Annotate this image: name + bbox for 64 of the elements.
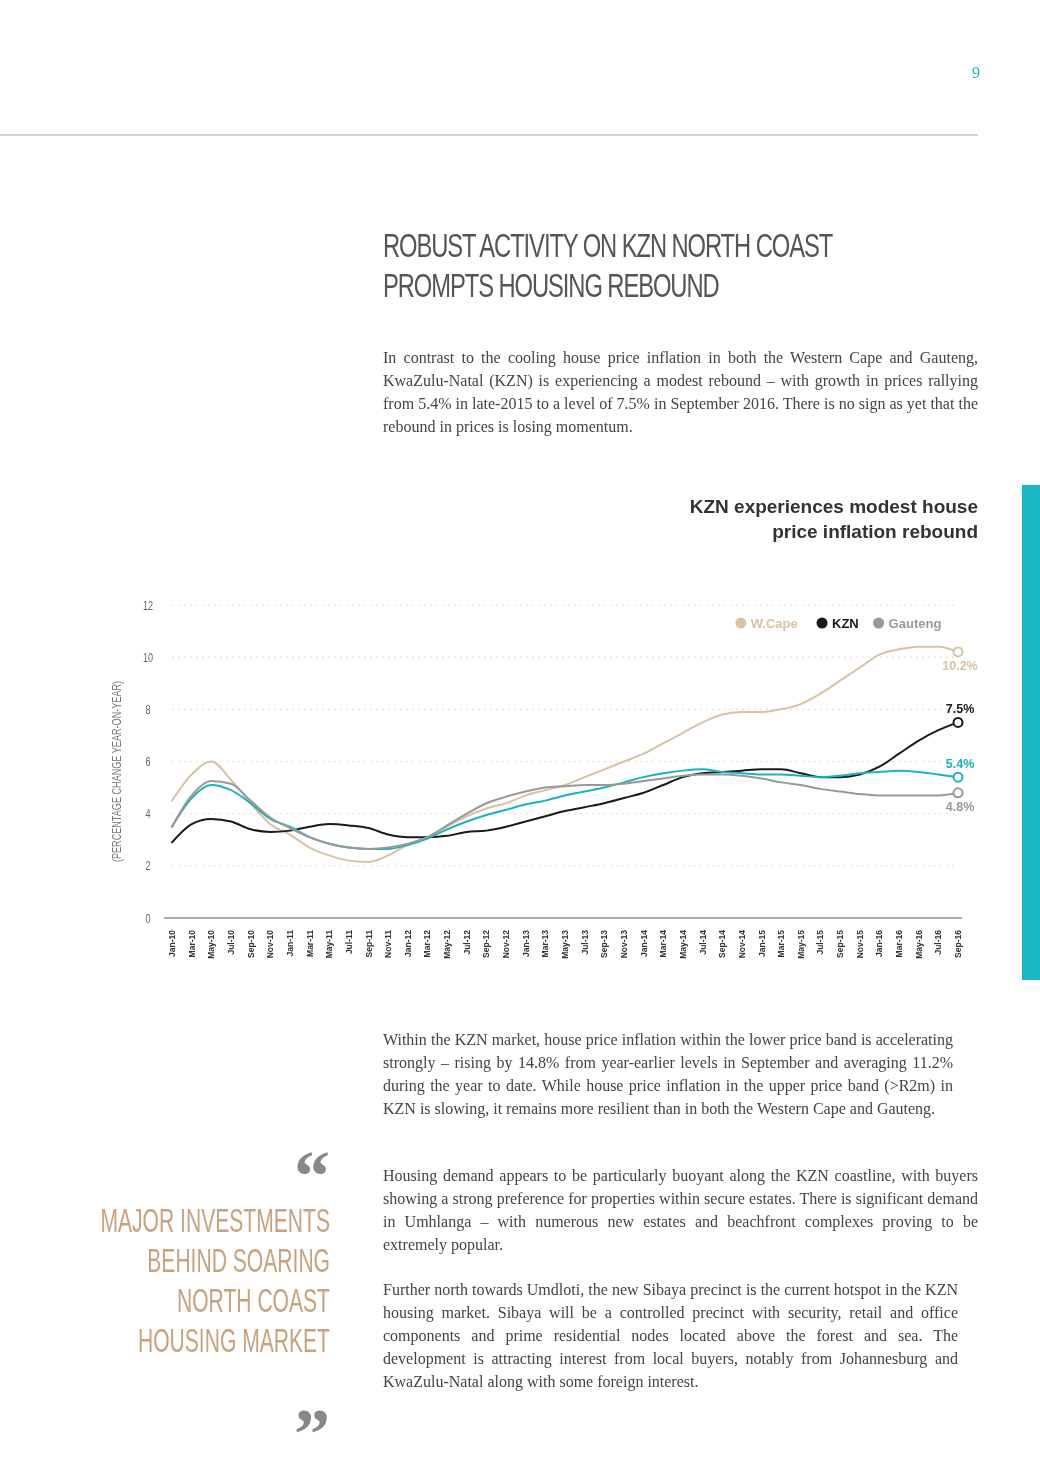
y-tick-label: 10 <box>142 650 154 665</box>
x-tick-label: Mar-10 <box>186 929 197 958</box>
y-tick-label: 12 <box>142 597 154 612</box>
x-tick-label: Jul-11 <box>343 929 354 955</box>
x-tick-label: Mar-12 <box>422 929 433 958</box>
text: 9 <box>972 64 980 82</box>
x-tick-label: Jul-13 <box>579 929 590 955</box>
x-tick-label: Sep-10 <box>245 929 256 958</box>
x-tick-label: Sep-11 <box>363 929 374 958</box>
y-tick-label: 0 <box>145 910 151 925</box>
legend-label: Gauteng <box>888 615 942 631</box>
x-tick-label: Jan-15 <box>756 929 767 957</box>
x-tick-label: May-10 <box>206 929 217 959</box>
x-tick-label: May-11 <box>324 929 335 959</box>
data-label: 5.4% <box>945 757 975 772</box>
x-tick-label: Mar-11 <box>304 929 315 957</box>
text: Housing demand appears to be particularly buoyant along the KZN coastline, with buyers showing a strong preference for properties within secure estates. There is significant demand in Umhlanga – with numerous new estates and beachfront complexes proving to be extremely popular. <box>383 1166 978 1256</box>
x-tick-label: Jul-16 <box>933 929 944 955</box>
x-tick-label: Jul-15 <box>815 929 826 955</box>
x-tick-label: Nov-13 <box>618 929 629 959</box>
legend-label: KZN <box>832 615 859 631</box>
x-tick-label: Mar-16 <box>894 929 905 958</box>
x-tick-label: Sep-15 <box>835 929 846 958</box>
x-tick-label: Jan-14 <box>638 929 649 957</box>
x-tick-label: Nov-11 <box>383 929 394 958</box>
x-tick-label: Jul-10 <box>225 929 236 955</box>
y-tick-label: 2 <box>145 858 151 873</box>
x-tick-label: May-15 <box>795 929 806 959</box>
x-tick-label: Nov-12 <box>501 929 512 959</box>
text: Further north towards Umdloti, the new Sibaya precinct is the current hotspot in the KZN housing market. Sibaya will be a controlled precinct with security, retail and office components and prime residential nodes located above the forest and sea. The development is attracting interest from local buyers, notably from Johannesburg and KwaZulu-Natal along with some foreign interest. <box>383 1280 958 1393</box>
text: ROBUST ACTIVITY ON KZN NORTH COAST PROMPTS HOUSING REBOUND <box>383 226 834 306</box>
x-tick-label: Sep-13 <box>599 929 610 958</box>
x-tick-label: Sep-12 <box>481 929 492 958</box>
text: ” <box>293 1394 330 1471</box>
x-tick-label: Nov-10 <box>265 929 276 959</box>
x-tick-label: May-16 <box>913 929 924 959</box>
x-tick-label: Sep-14 <box>717 929 728 958</box>
data-label: 7.5% <box>945 702 975 717</box>
data-label: 4.8% <box>945 799 975 814</box>
x-tick-label: Jan-11 <box>284 929 295 957</box>
x-tick-label: May-13 <box>560 929 570 959</box>
x-tick-label: May-12 <box>442 929 453 959</box>
x-tick-label: Jan-10 <box>167 929 177 957</box>
y-tick-label: 6 <box>145 754 151 769</box>
x-tick-label: Mar-15 <box>776 929 787 958</box>
legend-label: W.Cape <box>750 615 798 631</box>
data-label: 10.2% <box>942 658 978 673</box>
x-tick-label: May-14 <box>677 929 688 959</box>
y-tick-label: 8 <box>145 702 151 717</box>
x-tick-label: Mar-13 <box>540 929 551 958</box>
x-tick-label: Nov-14 <box>736 929 747 959</box>
y-tick-label: 4 <box>145 806 151 821</box>
text: In contrast to the cooling house price inflation in both the Western Cape and Gauteng, KwaZulu-Natal (KZN) is experiencing a modest rebound – with growth in prices rallying from 5.4% in late-2015 to a level of 7.5% in September 2016. There is no sign as yet that the rebound in prices is losing momentum. <box>383 348 978 438</box>
text: Within the KZN market, house price inflation within the lower price band is accelerating strongly – rising by 14.8% from year-earlier levels in September and averaging 11.2% during the year to date. While house price inflation in the upper price band (>R2m) in KZN is slowing, it remains more resilient than in both the Western Cape and Gauteng. <box>383 1030 953 1120</box>
x-tick-label: Jan-12 <box>402 929 413 957</box>
x-tick-label: Jan-13 <box>520 929 531 957</box>
chart-title: KZN experiences modest house price inflation rebound <box>688 495 978 544</box>
x-tick-label: Mar-14 <box>658 929 669 958</box>
x-tick-label: Jan-16 <box>874 929 885 957</box>
x-tick-label: Sep-16 <box>953 929 963 958</box>
x-tick-label: Jul-14 <box>697 929 708 955</box>
x-tick-label: Nov-15 <box>854 929 865 959</box>
x-tick-label: Jul-12 <box>461 929 472 955</box>
y-axis-title: (PERCENTAGE CHANGE YEAR-ON-YEAR) <box>109 680 124 863</box>
